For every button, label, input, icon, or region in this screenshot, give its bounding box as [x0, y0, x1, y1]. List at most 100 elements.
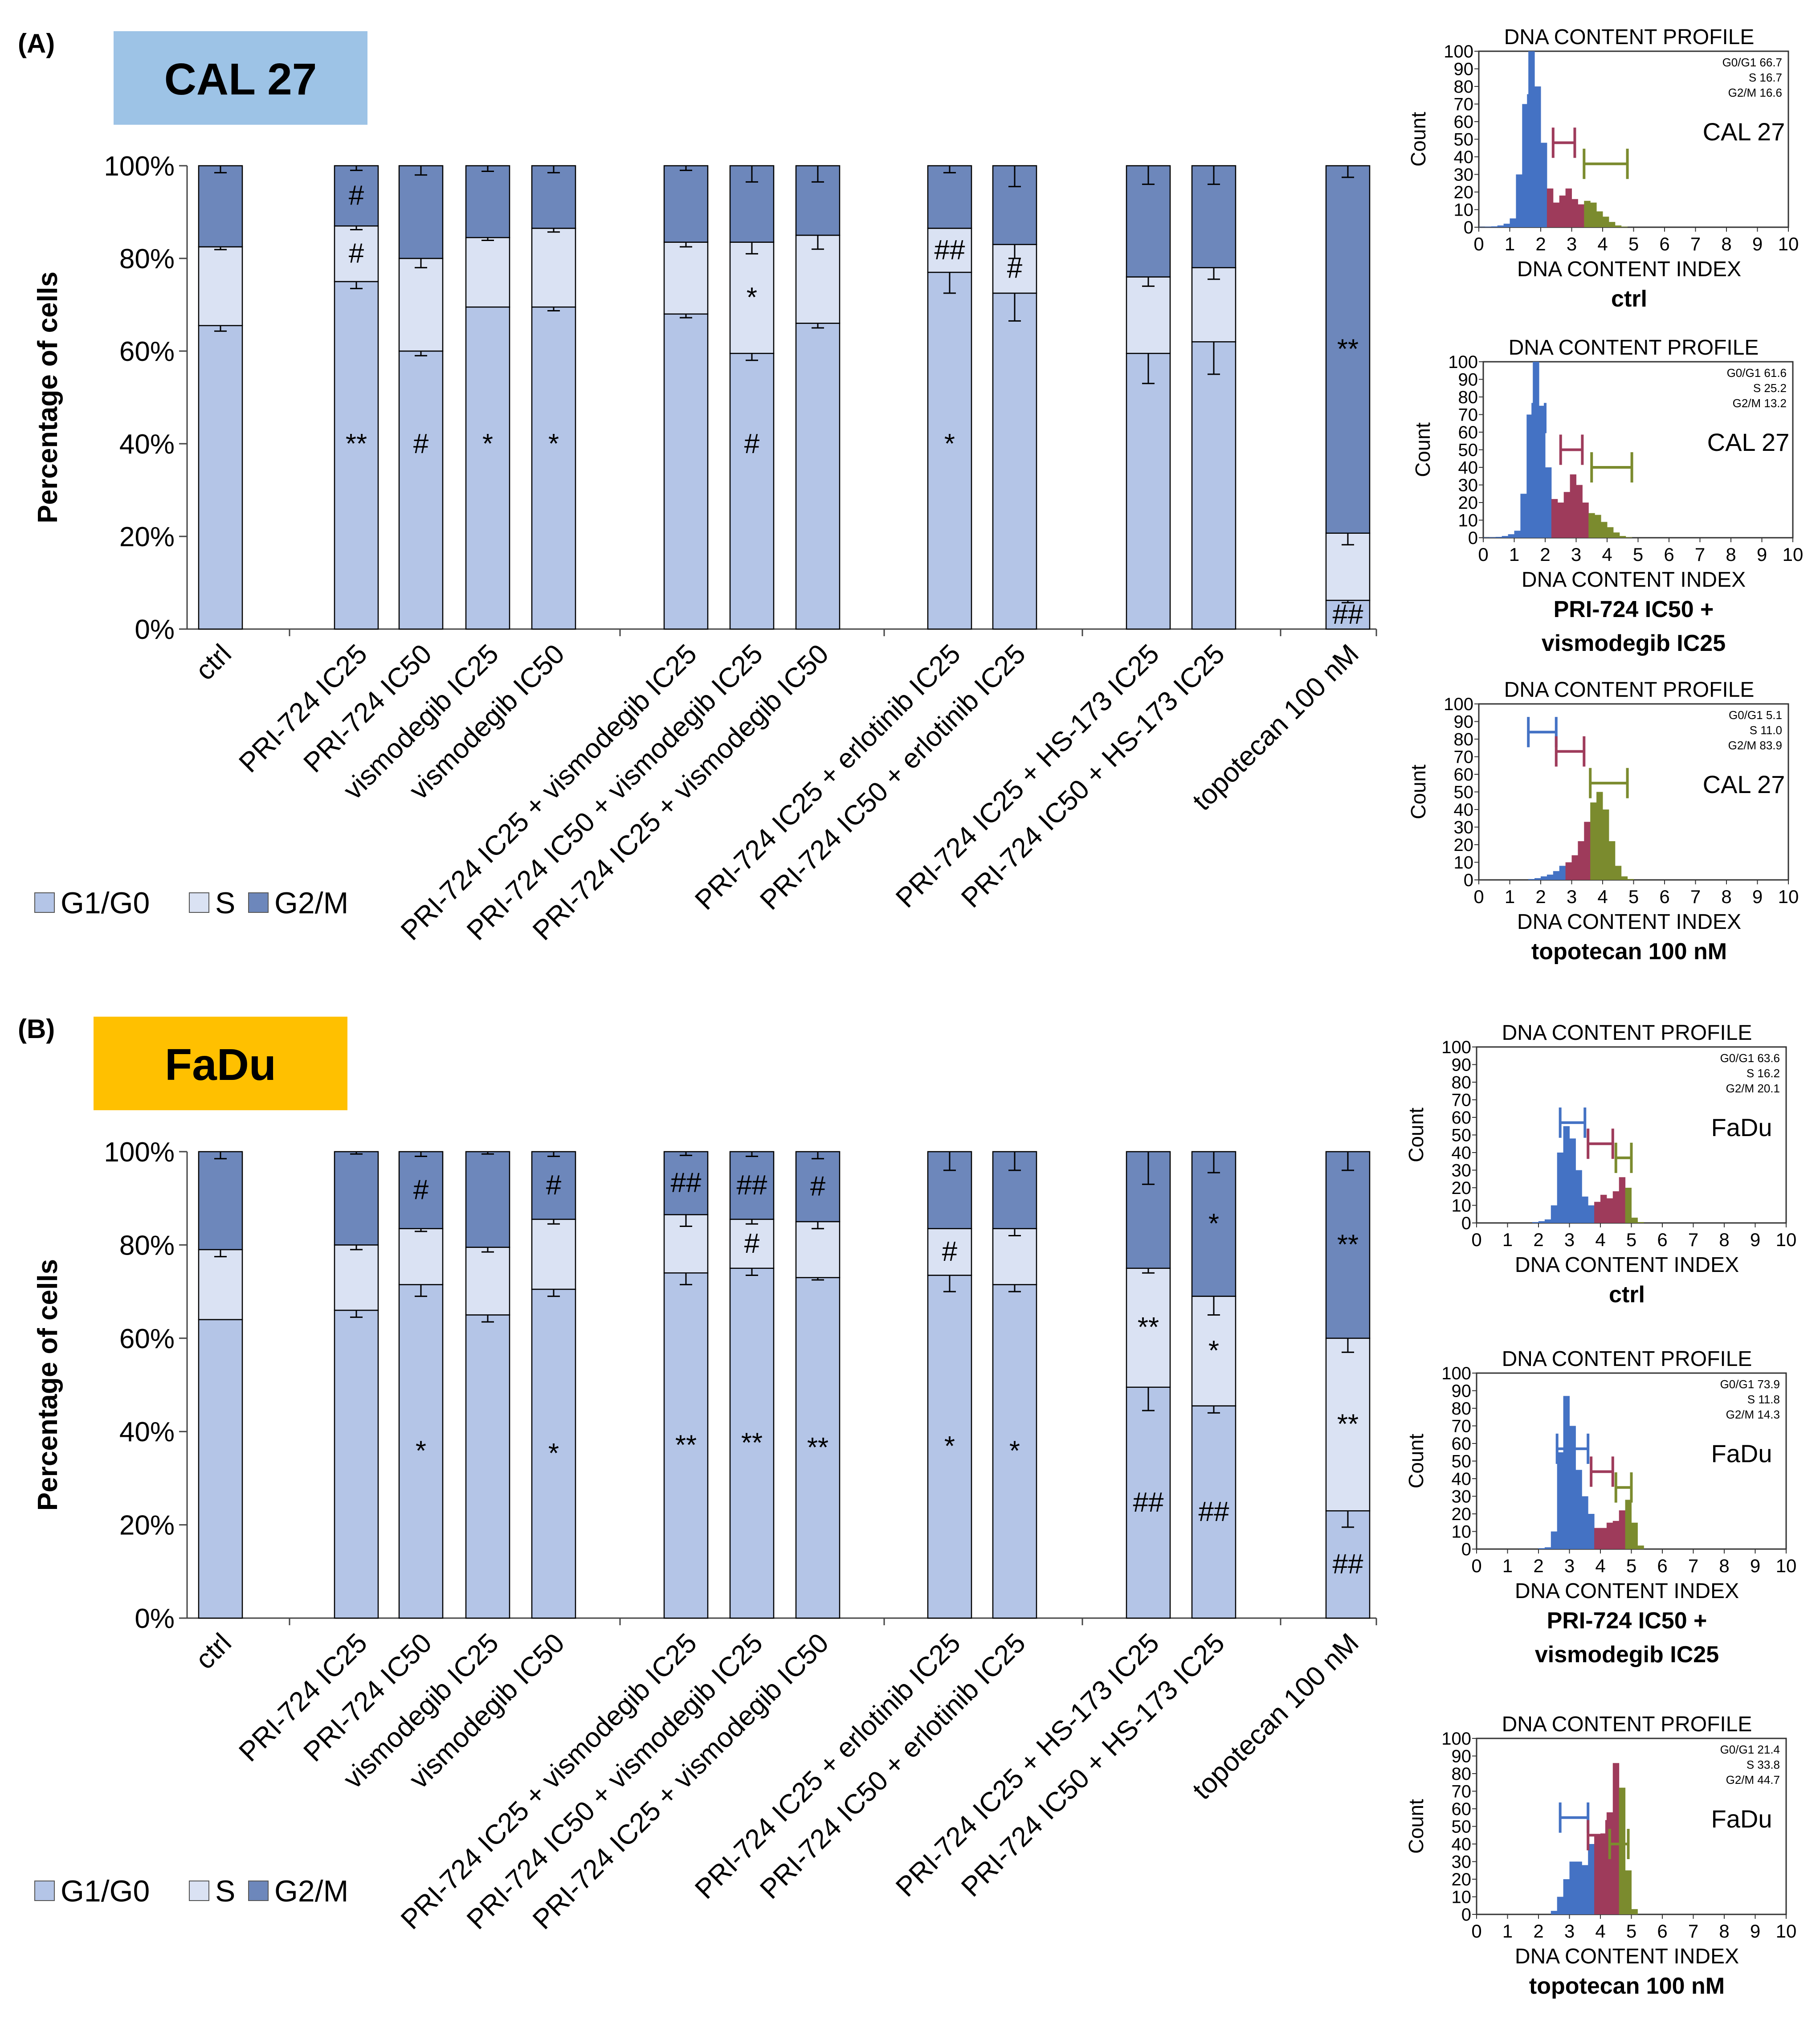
significance-mark: ## [1133, 1487, 1164, 1518]
phase-stat: S 11.8 [1747, 1393, 1780, 1406]
cell-line-badge [114, 31, 367, 125]
significance-mark: ** [1138, 1312, 1159, 1343]
hist-x-tick-label: 7 [1688, 1921, 1698, 1942]
hist-y-tick-label: 0 [1468, 528, 1478, 548]
hist-x-tick-label: 3 [1571, 544, 1581, 565]
bar-s-segment [465, 1247, 510, 1316]
significance-mark: * [548, 429, 559, 459]
hist-x-tick-label: 9 [1750, 1555, 1760, 1576]
hist-y-tick-label: 40 [1454, 147, 1474, 167]
histogram-bin [1631, 1218, 1638, 1223]
hist-x-tick-label: 7 [1690, 233, 1701, 254]
bar-g2m-segment [465, 165, 510, 238]
hist-y-tick-label: 80 [1454, 730, 1474, 749]
hist-x-tick-label: 2 [1533, 1229, 1543, 1250]
hist-y-tick-label: 100 [1441, 1364, 1471, 1383]
hist-y-tick-label: 50 [1452, 1452, 1472, 1472]
bar-g1g0-segment [198, 325, 243, 630]
significance-mark: ** [807, 1432, 828, 1463]
legend-label: G1/G0 [61, 886, 150, 920]
hist-y-tick-label: 10 [1454, 200, 1474, 220]
phase-stat: G2/M 44.7 [1726, 1773, 1780, 1787]
histogram-caption: vismodegib IC25 [1535, 1642, 1719, 1668]
histogram-bin [1528, 879, 1535, 880]
histogram-bin [1575, 1170, 1582, 1223]
hist-y-tick-label: 0 [1461, 1214, 1471, 1233]
hist-x-tick-label: 0 [1473, 886, 1484, 907]
histogram-bin [1545, 467, 1552, 538]
x-category-label: ctrl [190, 1627, 237, 1675]
hist-x-tick-label: 8 [1719, 1555, 1729, 1576]
hist-y-tick-label: 60 [1452, 1108, 1472, 1128]
hist-y-tick-label: 40 [1452, 1143, 1472, 1163]
phase-stat: S 16.2 [1747, 1067, 1780, 1080]
histogram-bin [1483, 537, 1490, 538]
phase-stat: S 11.0 [1750, 724, 1782, 737]
histogram-bin [1538, 1221, 1545, 1223]
bar-g2m-segment [663, 1151, 709, 1215]
phase-stat: G2/M 20.1 [1726, 1082, 1780, 1095]
histogram-bin [1596, 211, 1603, 227]
hist-y-tick-label: 80 [1452, 1399, 1472, 1419]
bar-s-segment [334, 1244, 379, 1311]
bar-g2m-segment [531, 165, 576, 229]
histogram-bin [1569, 1426, 1576, 1549]
significance-mark: # [349, 238, 364, 269]
bar-panel-fadu: (B) FaDu Percentage of cells 0% 20% 40% 60% 80%… [18, 1014, 1377, 1935]
histogram-bin [1582, 1196, 1588, 1223]
phase-stat: G0/G1 66.7 [1722, 56, 1782, 69]
hist-x-tick-label: 4 [1597, 233, 1608, 254]
histogram-bin [1553, 871, 1560, 880]
hist-y-tick-label: 30 [1452, 1161, 1472, 1181]
histogram-bin [1608, 222, 1616, 227]
significance-mark: * [747, 282, 757, 313]
histogram-bin [1600, 1194, 1607, 1223]
histogram-bin [1619, 1787, 1626, 1914]
hist-x-tick-label: 3 [1564, 1921, 1575, 1942]
hist-y-tick-label: 90 [1458, 370, 1478, 390]
hist-x-tick-label: 4 [1595, 1229, 1605, 1250]
hist-x-tick-label: 5 [1628, 886, 1639, 907]
hist-y-tick-label: 60 [1454, 112, 1474, 132]
histogram-bin [1612, 1763, 1620, 1914]
bar-g2m-segment [729, 1151, 775, 1220]
hist-x-tick-label: 2 [1533, 1555, 1543, 1576]
histogram-bin [1547, 875, 1554, 880]
cell-line-badge [94, 1017, 347, 1110]
bar-g1g0-segment [729, 1267, 775, 1619]
histogram-bin [1532, 1222, 1539, 1223]
hist-x-tick-label: 3 [1564, 1229, 1575, 1250]
bar-g2m-segment [531, 1151, 576, 1220]
bar-g1g0-segment [334, 1309, 379, 1619]
histogram-bin [1534, 878, 1541, 880]
phase-stat: S 16.7 [1749, 71, 1782, 84]
histogram-bin [1615, 225, 1622, 227]
histogram-bin [1588, 513, 1595, 538]
bar-s-segment [465, 237, 510, 308]
histogram-bin [1600, 1833, 1607, 1914]
histogram-bin [1595, 515, 1601, 538]
y-tick-label: 80% [119, 1230, 175, 1261]
histogram-bin [1606, 1812, 1613, 1914]
hist-x-tick-label: 2 [1540, 544, 1550, 565]
hist-y-tick-label: 10 [1452, 1888, 1472, 1907]
histogram-bin [1569, 1861, 1576, 1914]
hist-x-axis-title: DNA CONTENT INDEX [1515, 1579, 1739, 1603]
bar-g1g0-segment [334, 281, 379, 630]
bar-s-segment [1191, 267, 1236, 343]
hist-y-tick-label: 70 [1452, 1091, 1472, 1110]
histogram-bin [1557, 1452, 1564, 1549]
hist-y-tick-label: 70 [1458, 405, 1478, 425]
bar-g1g0-segment [992, 292, 1037, 630]
significance-mark: ## [934, 235, 965, 266]
legend-label: G2/M [274, 1874, 348, 1908]
histogram-bin [1514, 531, 1521, 538]
phase-stat: G0/G1 73.9 [1720, 1378, 1780, 1391]
panel-label: (B) [18, 1014, 55, 1044]
hist-y-tick-label: 60 [1458, 423, 1478, 442]
hist-x-tick-label: 1 [1505, 233, 1515, 254]
legend: G1/G0 S G2/M [34, 886, 348, 920]
panel-label: (A) [18, 29, 55, 58]
hist-y-tick-label: 60 [1452, 1799, 1472, 1819]
hist-y-tick-label: 70 [1454, 95, 1474, 114]
